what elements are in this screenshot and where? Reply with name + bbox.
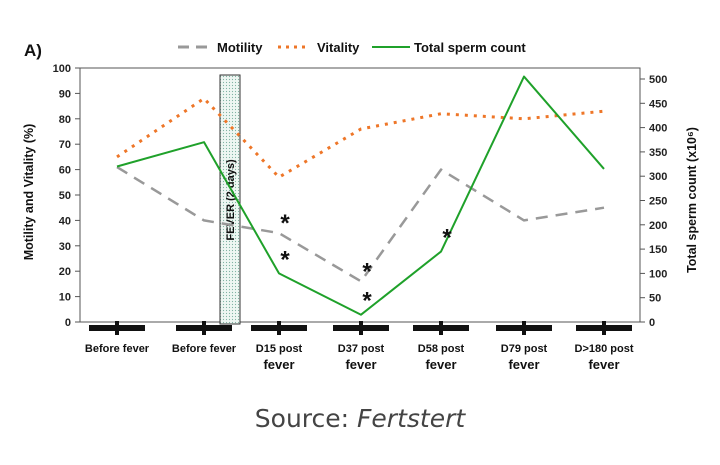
plot-area: 0 10 20 30 40 50 60 70 80 90 100 0 50 100 150 200 250 300… <box>53 63 668 372</box>
x-category-label: fever <box>508 357 539 372</box>
source-name: Fertstert <box>357 404 466 433</box>
y-left-tick-label: 30 <box>59 241 71 253</box>
legend-label-motility: Motility <box>217 40 263 55</box>
x-category-label: D37 post <box>338 343 385 355</box>
y-right-tick-label: 500 <box>649 74 667 86</box>
y-left-tick-label: 20 <box>59 266 71 278</box>
legend: Motility Vitality Total sperm count <box>178 40 526 55</box>
significance-marker: * <box>280 246 290 273</box>
significance-marker: * <box>362 288 372 315</box>
x-category-label: fever <box>263 357 294 372</box>
y-right-tick-label: 400 <box>649 123 667 135</box>
source-caption: Source: Fertstert <box>0 404 720 433</box>
x-category-label: Before fever <box>172 343 237 355</box>
y-axis-right-label: Total sperm count (x10⁶) <box>685 127 699 273</box>
y-left-tick-label: 70 <box>59 139 71 151</box>
x-category-tick <box>202 321 206 335</box>
series-line-total-sperm-count <box>116 75 605 316</box>
legend-label-vitality: Vitality <box>317 40 360 55</box>
significance-marker: * <box>442 225 452 252</box>
y-right-tick-label: 250 <box>649 196 667 208</box>
fever-box <box>219 74 241 325</box>
x-category-label: D58 post <box>418 343 465 355</box>
y-left-tick-label: 10 <box>59 292 71 304</box>
y-left-tick-label: 90 <box>59 88 71 100</box>
series-line-motility <box>116 165 605 283</box>
fever-label: FEVER (2 days) <box>225 159 237 241</box>
panel-label: A) <box>24 41 42 60</box>
x-category-label: Before fever <box>85 343 150 355</box>
significance-marker: * <box>280 210 290 237</box>
x-category-label: fever <box>345 357 376 372</box>
x-category-tick <box>522 321 526 335</box>
y-right-tick-label: 350 <box>649 147 667 159</box>
x-category-tick <box>439 321 443 335</box>
legend-label-total: Total sperm count <box>414 40 526 55</box>
y-right-tick-label: 0 <box>649 317 655 329</box>
y-right-tick-label: 100 <box>649 268 667 280</box>
x-category-label: D>180 post <box>575 343 634 355</box>
y-left-tick-label: 100 <box>53 63 71 75</box>
x-category-tick <box>115 321 119 335</box>
plot-frame <box>79 67 641 323</box>
y-left-tick-label: 60 <box>59 165 71 177</box>
x-category-label: D79 post <box>501 343 548 355</box>
y-left-tick-label: 40 <box>59 215 71 227</box>
x-category-label: fever <box>588 357 619 372</box>
y-right-tick-label: 450 <box>649 98 667 110</box>
y-right-tick-label: 200 <box>649 220 667 232</box>
y-left-tick-label: 50 <box>59 190 71 202</box>
x-category-tick <box>277 321 281 335</box>
y-axis-left-label: Motility and Vitality (%) <box>22 124 36 261</box>
chart-svg: A) Motility Vitality Total sperm count M… <box>22 40 699 372</box>
series-line-vitality <box>116 96 605 179</box>
y-right-tick-label: 150 <box>649 244 667 256</box>
source-prefix: Source: <box>254 404 350 433</box>
significance-marker: * <box>362 258 372 285</box>
x-category-label: D15 post <box>256 343 303 355</box>
x-category-tick <box>359 321 363 335</box>
y-left-tick-label: 0 <box>65 317 71 329</box>
y-right-tick-label: 50 <box>649 293 661 305</box>
y-left-tick-label: 80 <box>59 114 71 126</box>
x-category-label: fever <box>425 357 456 372</box>
x-category-tick <box>602 321 606 335</box>
y-right-tick-label: 300 <box>649 171 667 183</box>
